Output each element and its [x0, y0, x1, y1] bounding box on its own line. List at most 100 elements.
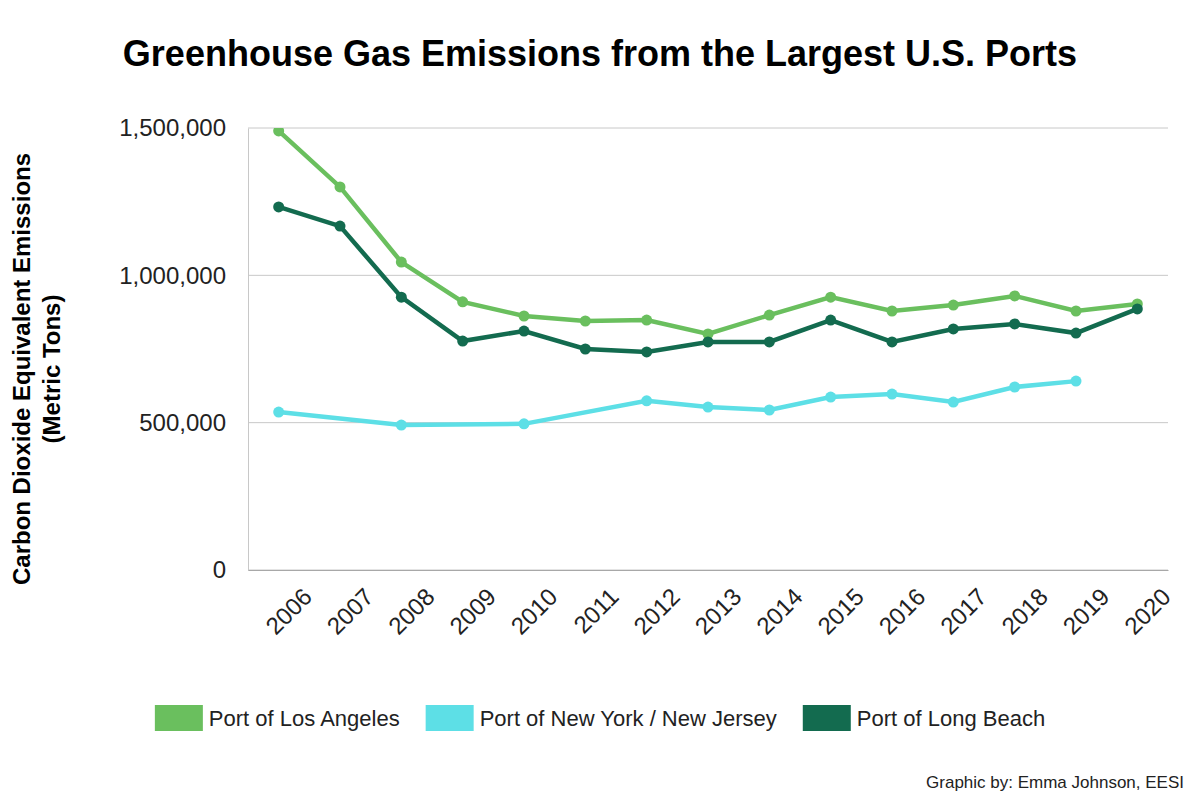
x-tick-label: 2011: [568, 583, 624, 639]
series-point: [641, 395, 652, 406]
series-point: [396, 292, 407, 303]
series-point: [764, 404, 775, 415]
x-tick: 2017: [935, 570, 992, 640]
series-line: [279, 207, 1138, 352]
legend-label: Port of New York / New Jersey: [480, 706, 777, 731]
legend-item: Port of Long Beach: [803, 705, 1045, 731]
y-axis-line: [248, 129, 249, 571]
series-point: [335, 221, 346, 232]
y-axis-title-line: Carbon Dioxide Equivalent Emissions: [8, 153, 35, 585]
y-tick: 1,000,000: [119, 262, 248, 289]
grid-line: [248, 275, 1168, 276]
legend-swatch: [155, 705, 203, 731]
series-point: [825, 392, 836, 403]
grid-line: [248, 570, 1168, 571]
y-axis: 0 500,000 1,000,000 1,500,000: [119, 114, 248, 583]
series-point: [641, 346, 652, 357]
y-axis-title: Carbon Dioxide Equivalent Emissions(Metr…: [8, 153, 65, 585]
series-point: [948, 323, 959, 334]
x-tick-label: 2008: [383, 583, 440, 640]
series-point: [764, 310, 775, 321]
x-tick: 2020: [1119, 570, 1176, 640]
series-point: [396, 420, 407, 431]
legend-label: Port of Los Angeles: [209, 706, 400, 731]
y-axis-title-line: (Metric Tons): [38, 295, 65, 444]
x-axis: 2006200720082009201020112012201320142015…: [249, 570, 1176, 640]
series-point: [1071, 376, 1082, 387]
x-tick: 2006: [260, 570, 317, 640]
x-tick-label: 2019: [1058, 583, 1115, 640]
y-tick-label: 1,000,000: [119, 262, 226, 289]
x-axis-line: [249, 570, 1169, 571]
chart: Greenhouse Gas Emissions from the Larges…: [0, 0, 1200, 800]
x-tick: 2014: [751, 570, 808, 640]
legend-label: Port of Long Beach: [857, 706, 1045, 731]
x-tick-label: 2020: [1119, 583, 1176, 640]
y-tick: 1,500,000: [119, 114, 248, 141]
x-tick: 2010: [506, 570, 563, 640]
y-tick: 500,000: [139, 409, 248, 436]
x-tick: 2011: [568, 570, 624, 638]
series-point: [273, 407, 284, 418]
x-tick-label: 2015: [812, 583, 869, 640]
title: Greenhouse Gas Emissions from the Larges…: [123, 33, 1077, 74]
x-tick: 2018: [996, 570, 1053, 640]
plot-area: [273, 128, 1143, 431]
series-line: [279, 381, 1076, 425]
series-point: [519, 310, 530, 321]
series-point: [1009, 382, 1020, 393]
legend-item: Port of Los Angeles: [155, 705, 400, 731]
x-tick-label: 2006: [260, 583, 317, 640]
x-tick-label: 2012: [628, 583, 685, 640]
legend-swatch: [426, 705, 474, 731]
series-point: [519, 326, 530, 337]
x-tick-label: 2007: [322, 583, 379, 640]
series-point: [764, 336, 775, 347]
y-tick: 0: [213, 556, 248, 583]
legend-swatch: [803, 705, 851, 731]
series-point: [519, 418, 530, 429]
series-point: [825, 292, 836, 303]
x-tick-label: 2010: [506, 583, 563, 640]
series-point: [641, 315, 652, 326]
series-point: [703, 336, 714, 347]
x-tick: 2007: [322, 570, 379, 640]
x-tick: 2016: [874, 570, 931, 640]
series-point: [457, 336, 468, 347]
series-point: [825, 315, 836, 326]
series-point: [1071, 328, 1082, 339]
series-point: [580, 316, 591, 327]
legend: Port of Los Angeles Port of New York / Ne…: [155, 705, 1045, 731]
x-tick: 2019: [1058, 570, 1115, 640]
series-point: [1071, 305, 1082, 316]
series-point: [1009, 290, 1020, 301]
x-tick: 2013: [690, 570, 747, 640]
series-point: [887, 305, 898, 316]
legend-item: Port of New York / New Jersey: [426, 705, 777, 731]
series-point: [1132, 303, 1143, 314]
x-tick-label: 2018: [996, 583, 1053, 640]
series-point: [273, 128, 284, 136]
series-point: [948, 397, 959, 408]
x-tick-label: 2017: [935, 583, 992, 640]
y-tick-label: 1,500,000: [119, 114, 226, 141]
grid: [248, 128, 1168, 570]
series-point: [273, 201, 284, 212]
series-point: [396, 257, 407, 268]
series-point: [948, 300, 959, 311]
source-note: Graphic by: Emma Johnson, EESI: [926, 773, 1184, 792]
series-point: [580, 344, 591, 355]
series-point: [887, 389, 898, 400]
x-tick: 2009: [444, 570, 501, 640]
series-point: [887, 336, 898, 347]
series-point: [335, 181, 346, 192]
series-point: [1009, 318, 1020, 329]
series-point: [703, 402, 714, 413]
x-tick: 2015: [812, 570, 869, 640]
x-tick-label: 2009: [444, 583, 501, 640]
y-tick-label: 500,000: [139, 409, 226, 436]
grid-line: [248, 128, 1168, 129]
x-tick: 2012: [628, 570, 685, 640]
x-tick: 2008: [383, 570, 440, 640]
y-tick-label: 0: [213, 556, 226, 583]
